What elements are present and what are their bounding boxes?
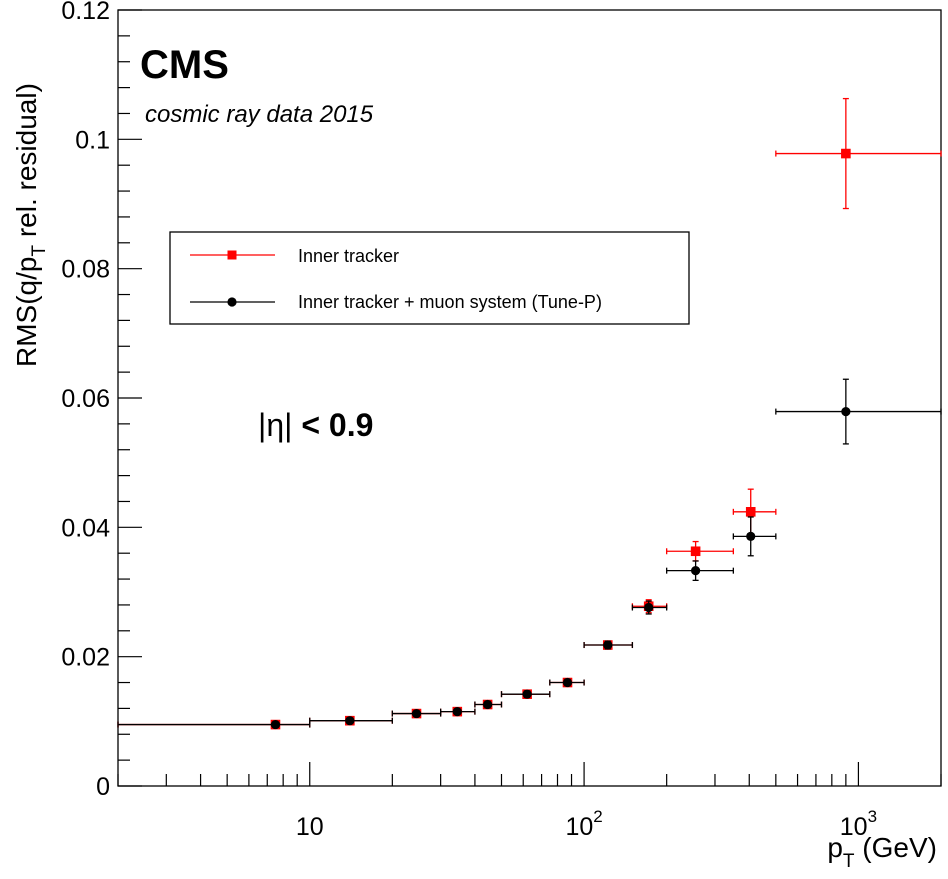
data-point-circle xyxy=(841,406,851,417)
legend: Inner tracker Inner tracker + muon syste… xyxy=(169,231,690,325)
region-label-cut: < 0.9 xyxy=(292,407,373,443)
data-point-circle xyxy=(452,707,462,717)
data-point-circle xyxy=(691,566,701,576)
data-point-circle xyxy=(562,677,573,688)
x-tick-label: 10 xyxy=(296,813,324,841)
y-tick-label: 0.1 xyxy=(75,126,110,154)
y-axis-title: RMS(q/pT rel. residual) xyxy=(11,83,50,367)
data-point-circle xyxy=(345,716,355,726)
data-point-circle xyxy=(644,602,654,613)
region-label: |η| < 0.9 xyxy=(258,407,373,443)
legend-label-inner-tracker: Inner tracker xyxy=(298,246,399,266)
region-label-eta: |η| xyxy=(258,407,292,443)
y-tick-label: 0 xyxy=(96,773,110,801)
x-tick-label: 102 xyxy=(565,807,602,841)
x-axis-title: pT (GeV) xyxy=(827,832,937,872)
data-point-square xyxy=(745,507,756,517)
x-tick-label-exponent: 2 xyxy=(593,807,602,826)
x-tick-label-base: 10 xyxy=(296,813,324,841)
x-tick-label: 103 xyxy=(840,807,877,841)
y-tick-label: 0.06 xyxy=(61,385,110,413)
y-tick-label: 0.12 xyxy=(61,0,110,25)
experiment-label: CMS xyxy=(140,43,229,87)
series-tune-p xyxy=(117,378,942,730)
data-point-circle xyxy=(522,689,532,699)
legend-label-tune-p: Inner tracker + muon system (Tune-P) xyxy=(298,292,602,312)
x-axis-title-main: p xyxy=(827,832,843,863)
y-axis-title-sub: T xyxy=(29,245,50,257)
y-tick-label: 0.02 xyxy=(61,644,110,672)
legend-marker-tune-p xyxy=(227,297,237,307)
legend-marker-inner-tracker xyxy=(227,250,237,260)
x-axis-title-unit: (GeV) xyxy=(855,832,937,863)
y-tick-label: 0.08 xyxy=(61,256,110,284)
data-point-circle xyxy=(411,708,422,719)
legend-box xyxy=(169,231,690,325)
y-tick-label: 0.04 xyxy=(61,514,110,542)
data-point-circle xyxy=(483,699,493,710)
data-point-square xyxy=(841,148,851,159)
x-tick-label-exponent: 3 xyxy=(868,807,877,826)
x-axis-title-sub: T xyxy=(843,851,855,872)
data-point-square xyxy=(690,546,701,557)
data-point-circle xyxy=(746,531,756,541)
data-series xyxy=(117,97,942,730)
data-point-circle xyxy=(603,640,613,650)
x-tick-label-base: 10 xyxy=(840,813,868,841)
chart-subtitle: cosmic ray data 2015 xyxy=(145,101,374,128)
y-axis-title-tail: rel. residual) xyxy=(11,83,42,245)
y-axis-title-main: RMS(q/p xyxy=(11,257,42,367)
x-tick-label-base: 10 xyxy=(565,813,593,841)
data-point-circle xyxy=(270,719,281,730)
